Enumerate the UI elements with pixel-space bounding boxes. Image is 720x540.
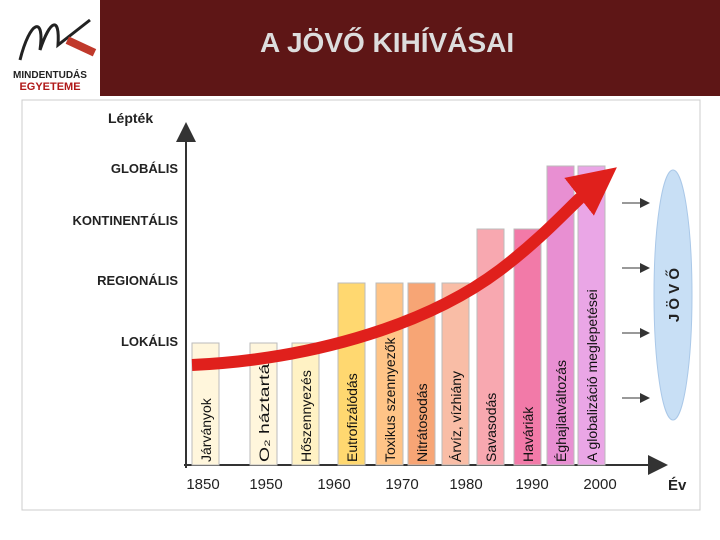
bar-label: Eutrofizálódás bbox=[344, 373, 360, 462]
year-label: 1980 bbox=[449, 476, 482, 493]
level-label: GLOBÁLIS bbox=[111, 161, 178, 176]
bar-label: Toxikus szennyezők bbox=[382, 336, 398, 462]
bar bbox=[441, 282, 470, 466]
future-label: J Ö V Ő bbox=[665, 268, 683, 323]
y-axis-label: Lépték bbox=[108, 110, 153, 126]
bar bbox=[513, 228, 542, 466]
bar-label: Járványok bbox=[198, 397, 214, 462]
level-label: KONTINENTÁLIS bbox=[73, 213, 179, 228]
level-label: REGIONÁLIS bbox=[97, 273, 178, 288]
bar bbox=[577, 165, 606, 466]
bar-label: Hőszennyezés bbox=[298, 370, 314, 462]
year-label: 1970 bbox=[385, 476, 418, 493]
slide-title: A JÖVŐ KIHÍVÁSAI bbox=[260, 27, 514, 58]
year-label: 1960 bbox=[317, 476, 350, 493]
logo-icon bbox=[18, 18, 91, 61]
logo-pen bbox=[65, 36, 97, 57]
year-label: 1990 bbox=[515, 476, 548, 493]
level-label: LOKÁLIS bbox=[121, 334, 178, 349]
bar-label: Éghajlatváltozás bbox=[553, 360, 569, 462]
bar-label: Nitrátosodás bbox=[414, 383, 430, 462]
year-label: 2000 bbox=[583, 476, 616, 493]
year-label: 1950 bbox=[249, 476, 282, 493]
bar bbox=[375, 282, 404, 466]
bar-label: A globalizáció meglepetései bbox=[584, 289, 600, 462]
trend-arrow bbox=[191, 167, 617, 371]
logo-text: EGYETEME bbox=[19, 81, 80, 93]
bar-label: Árvíz, vízhiány bbox=[448, 371, 464, 462]
bar-label: O₂ háztartás bbox=[256, 354, 272, 462]
header-band bbox=[0, 0, 720, 96]
logo-text: MINDENTUDÁS bbox=[13, 68, 87, 81]
bar bbox=[291, 342, 320, 466]
bar bbox=[337, 282, 366, 466]
x-axis-label: Év bbox=[668, 477, 687, 494]
bar-label: Savasodás bbox=[483, 393, 499, 462]
year-label: 1850 bbox=[186, 476, 219, 493]
bar-label: Haváriák bbox=[520, 406, 536, 462]
future-ellipse bbox=[653, 169, 693, 421]
